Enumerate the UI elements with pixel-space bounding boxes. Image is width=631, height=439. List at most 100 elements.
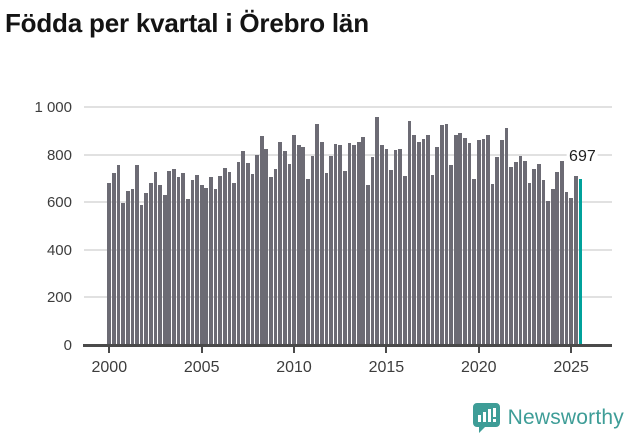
- bar: [453, 135, 458, 346]
- bar: [481, 138, 486, 346]
- bar: [162, 195, 167, 346]
- bar: [241, 151, 246, 346]
- bar: [259, 136, 264, 346]
- bar: [329, 156, 333, 346]
- bar: [181, 172, 186, 346]
- bar: [158, 184, 162, 346]
- bar: [185, 198, 190, 346]
- bar: [144, 192, 149, 346]
- bar: [287, 163, 292, 346]
- bar: [342, 171, 347, 346]
- bar: [278, 142, 283, 346]
- bar: [338, 145, 343, 346]
- bar: [541, 179, 546, 346]
- bar: [500, 140, 504, 346]
- x-tick-mark: [108, 347, 111, 353]
- chart-title: Födda per kvartal i Örebro län: [5, 8, 369, 38]
- bar: [527, 182, 532, 346]
- bar: [306, 179, 310, 346]
- highlight-value-label: 697: [567, 148, 598, 167]
- bar: [463, 138, 467, 346]
- bar: [116, 164, 121, 346]
- brand-name: Newsworthy: [507, 406, 624, 429]
- y-tick-label: 600: [46, 194, 72, 212]
- x-tick-label: 2005: [183, 359, 220, 376]
- bar: [172, 169, 176, 346]
- bar: [523, 160, 527, 346]
- bar: [236, 162, 241, 346]
- x-tick-mark: [200, 347, 203, 353]
- bar: [310, 156, 315, 346]
- x-axis-line: [83, 344, 612, 347]
- bar: [333, 143, 338, 346]
- x-tick-mark: [385, 347, 388, 353]
- bar: [149, 182, 153, 346]
- bar: [176, 177, 181, 346]
- bar: [513, 162, 518, 346]
- bar: [352, 144, 356, 346]
- bar: [273, 168, 278, 346]
- bar: [430, 175, 435, 346]
- bar: [213, 188, 218, 346]
- bar: [536, 163, 541, 346]
- bar: [444, 123, 449, 346]
- x-tick-label: 2015: [368, 359, 405, 376]
- bar: [490, 183, 495, 346]
- bar: [504, 128, 509, 346]
- bar: [569, 197, 573, 346]
- bar: [546, 201, 550, 346]
- bar: [195, 175, 199, 346]
- bar: [509, 167, 513, 346]
- x-tick-mark: [293, 347, 296, 353]
- bar: [222, 167, 227, 346]
- bar: [370, 157, 375, 346]
- bar: [555, 172, 560, 346]
- bar: [578, 179, 583, 346]
- bar: [412, 135, 416, 346]
- bar: [361, 137, 366, 346]
- bar: [426, 134, 430, 346]
- brand-logo-link[interactable]: Newsworthy: [472, 402, 624, 434]
- bar: [246, 162, 250, 346]
- bar: [532, 169, 537, 346]
- bar: [250, 174, 255, 346]
- bar: [199, 184, 204, 346]
- bar: [125, 191, 130, 346]
- bar: [269, 177, 273, 346]
- bar: [389, 170, 393, 346]
- bar: [282, 151, 287, 346]
- bar: [379, 145, 384, 346]
- bar: [232, 182, 236, 346]
- bar: [107, 183, 112, 346]
- bar: [315, 123, 319, 346]
- bar: [550, 188, 555, 346]
- bar: [121, 202, 125, 346]
- bar: [301, 147, 306, 346]
- bar: [439, 124, 444, 346]
- bar: [209, 177, 213, 346]
- gridline: [84, 106, 612, 109]
- bar: [227, 172, 232, 346]
- bar: [153, 172, 158, 346]
- newsworthy-bubble-icon: [472, 402, 501, 434]
- y-tick-label: 800: [46, 146, 72, 164]
- bar: [573, 176, 578, 346]
- bar: [435, 147, 440, 346]
- x-tick-mark: [570, 347, 573, 353]
- x-tick-label: 2010: [276, 359, 312, 376]
- bar: [255, 155, 259, 346]
- bar: [167, 170, 172, 346]
- bar: [486, 135, 490, 346]
- bar: [384, 148, 389, 346]
- bar: [264, 148, 269, 346]
- bar: [472, 178, 476, 346]
- bar: [467, 143, 472, 346]
- bar: [421, 138, 426, 346]
- bar: [495, 157, 500, 346]
- bar: [403, 176, 407, 346]
- x-tick-mark: [477, 347, 480, 353]
- bar: [564, 191, 569, 346]
- bar: [347, 142, 352, 346]
- bar: [375, 117, 380, 346]
